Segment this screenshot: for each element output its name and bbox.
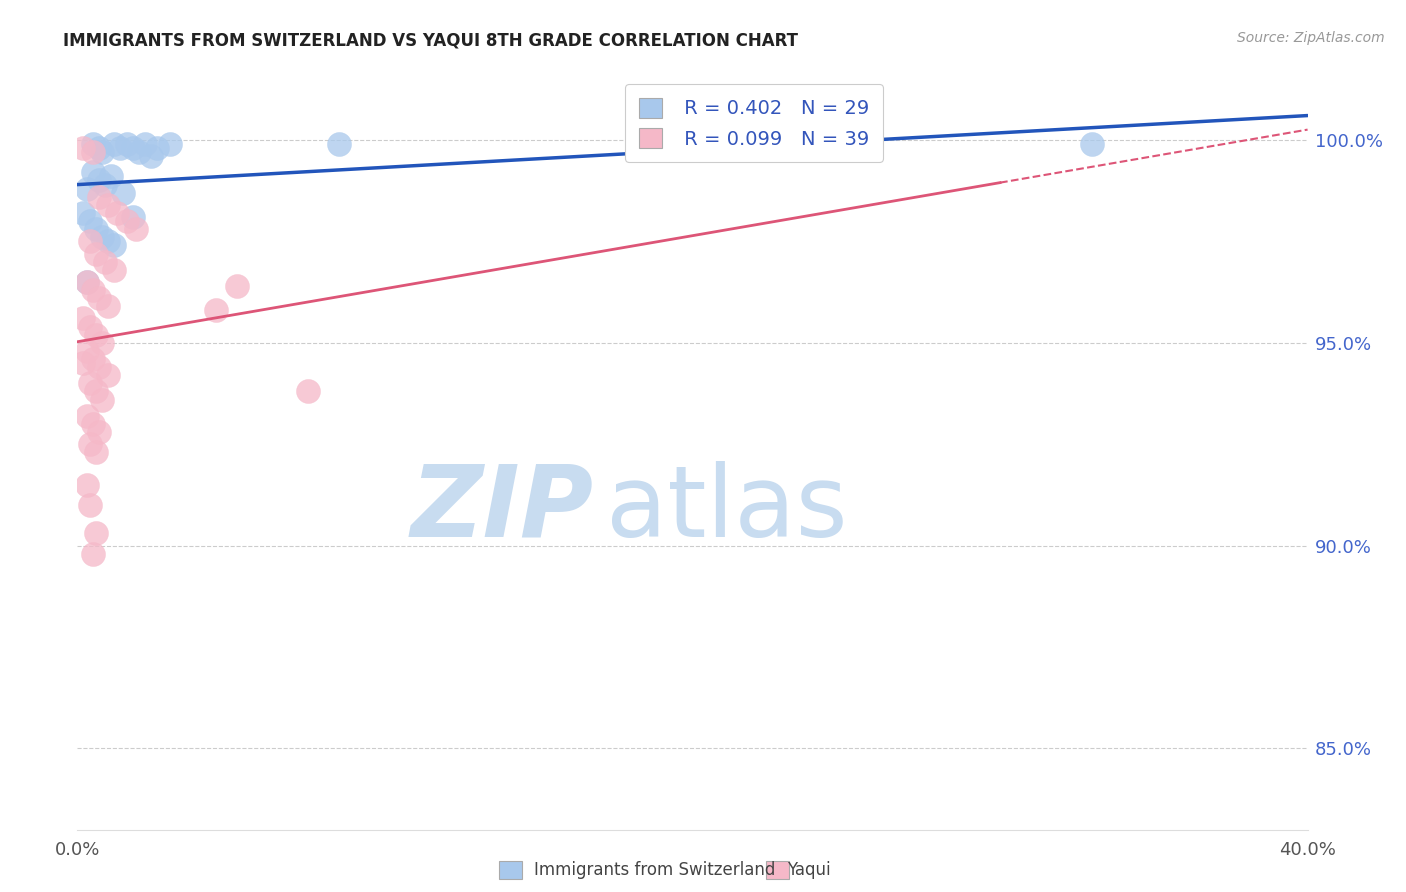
Text: Source: ZipAtlas.com: Source: ZipAtlas.com	[1237, 31, 1385, 45]
Point	[97, 198, 120, 212]
Point	[97, 299, 120, 313]
Point	[82, 417, 104, 431]
Point	[110, 141, 132, 155]
Point	[76, 477, 98, 491]
Point	[72, 356, 94, 370]
Point	[76, 409, 98, 423]
Point	[103, 136, 125, 151]
Point	[100, 169, 122, 184]
Legend:  R = 0.402   N = 29,  R = 0.099   N = 39: R = 0.402 N = 29, R = 0.099 N = 39	[626, 84, 883, 162]
Point	[82, 351, 104, 366]
Point	[90, 392, 114, 407]
Point	[76, 181, 98, 195]
Point	[115, 136, 138, 151]
Point	[90, 145, 114, 160]
Point	[82, 145, 104, 160]
Point	[1081, 136, 1104, 151]
Point	[79, 376, 101, 391]
Point	[90, 335, 114, 350]
Point	[79, 235, 101, 249]
Point	[87, 190, 110, 204]
Point	[87, 173, 110, 187]
Point	[87, 360, 110, 375]
Point	[72, 206, 94, 220]
Point	[112, 186, 135, 200]
Point	[79, 437, 101, 451]
Text: IMMIGRANTS FROM SWITZERLAND VS YAQUI 8TH GRADE CORRELATION CHART: IMMIGRANTS FROM SWITZERLAND VS YAQUI 8TH…	[63, 31, 799, 49]
Point	[128, 145, 150, 160]
Point	[82, 283, 104, 297]
Point	[94, 178, 117, 192]
Point	[94, 254, 117, 268]
Point	[87, 425, 110, 439]
Point	[87, 291, 110, 305]
Point	[72, 311, 94, 326]
Point	[115, 214, 138, 228]
Point	[121, 210, 143, 224]
Point	[84, 222, 107, 236]
Point	[146, 141, 169, 155]
Point	[328, 136, 350, 151]
Point	[84, 327, 107, 342]
Point	[84, 384, 107, 399]
Point	[82, 165, 104, 179]
Point	[105, 206, 128, 220]
Point	[121, 141, 143, 155]
Point	[82, 547, 104, 561]
Text: Immigrants from Switzerland: Immigrants from Switzerland	[534, 861, 776, 879]
Text: atlas: atlas	[606, 461, 848, 558]
Point	[79, 214, 101, 228]
Point	[84, 445, 107, 459]
Point	[72, 141, 94, 155]
Point	[103, 262, 125, 277]
Point	[76, 275, 98, 289]
Point	[159, 136, 181, 151]
Point	[90, 230, 114, 244]
Point	[141, 149, 163, 163]
Point	[76, 343, 98, 358]
Point	[742, 141, 765, 155]
Text: Yaqui: Yaqui	[787, 861, 831, 879]
Point	[84, 246, 107, 260]
Text: ZIP: ZIP	[411, 461, 595, 558]
Point	[204, 303, 226, 318]
Point	[76, 275, 98, 289]
Point	[134, 136, 156, 151]
Point	[97, 368, 120, 383]
Point	[226, 279, 249, 293]
Point	[97, 235, 120, 249]
Point	[79, 319, 101, 334]
Point	[87, 141, 110, 155]
Point	[125, 222, 148, 236]
Point	[82, 136, 104, 151]
Point	[103, 238, 125, 252]
Point	[84, 526, 107, 541]
Point	[79, 498, 101, 512]
Point	[297, 384, 319, 399]
